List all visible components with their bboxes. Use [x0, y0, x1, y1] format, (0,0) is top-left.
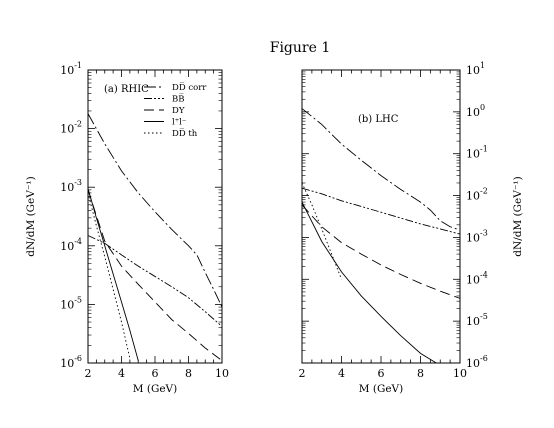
y-axis-title: dN/dM (GeV⁻¹) [25, 176, 37, 256]
legend-label-4: l⁺l⁻ [172, 118, 186, 128]
series-line-5 [87, 192, 131, 359]
y-tick-label: 10-4 [466, 270, 488, 286]
series-line-1 [301, 108, 461, 231]
y-tick-label: 10-3 [466, 228, 488, 244]
chart-panel-rhic: 2 4 6 8 10 10-1 10-2 10-3 10-4 10-5 10-6 M (GeV) dN/… [25, 61, 229, 395]
x-tick-label: 2 [85, 367, 92, 380]
x-axis-title: M (GeV) [133, 383, 177, 395]
x-tick-label: 8 [417, 367, 424, 380]
y-tick-label: 10-1 [466, 145, 488, 161]
y-tick-label: 10-6 [60, 354, 82, 370]
y-tick-label: 100 [466, 103, 485, 119]
series-line-4 [87, 188, 139, 361]
series-line-3 [301, 204, 461, 299]
series-line-5 [301, 182, 342, 280]
legend-label-2: BB̅ [172, 93, 185, 105]
y-tick-label: 10-5 [466, 312, 488, 328]
x-tick-label: 4 [118, 367, 125, 380]
x-tick-label: 2 [299, 367, 306, 380]
series-line-1 [87, 113, 223, 308]
y-tick-label: 10-4 [60, 237, 82, 253]
series-line-2 [87, 235, 223, 327]
legend-label-3: DY [172, 106, 185, 116]
x-tick-label: 10 [215, 367, 229, 380]
y-axis-title: dN/dM (GeV⁻¹) [512, 176, 524, 256]
chart-panel-lhc: 2 4 6 8 10 101 100 10-1 10-2 10-3 10-4 10-5 10-6 M (G… [299, 61, 525, 395]
x-tick-label: 6 [378, 367, 385, 380]
panel-label: (b) LHC [358, 114, 399, 125]
series-line-2 [301, 187, 461, 235]
x-tick-label: 4 [338, 367, 345, 380]
y-tick-label: 10-3 [60, 178, 82, 194]
y-tick-label: 10-2 [466, 187, 488, 203]
y-tick-label: 10-1 [60, 61, 82, 77]
x-tick-label: 8 [185, 367, 192, 380]
legend-label-1: DD̅ corr [172, 81, 207, 93]
legend-label-5: DD̅ th [172, 127, 198, 139]
series-line-3 [87, 189, 223, 361]
y-tick-label: 10-5 [60, 295, 82, 311]
y-tick-label: 101 [466, 61, 485, 77]
series-line-4 [301, 201, 437, 364]
plot-frame [87, 69, 223, 364]
x-tick-label: 6 [152, 367, 159, 380]
y-tick-label: 10-6 [466, 354, 488, 370]
panel-label: (a) RHIC [104, 84, 149, 95]
x-axis-title: M (GeV) [359, 383, 403, 395]
x-tick-label: 10 [453, 367, 467, 380]
y-tick-label: 10-2 [60, 120, 82, 136]
figure-title: Figure 1 [270, 40, 331, 56]
